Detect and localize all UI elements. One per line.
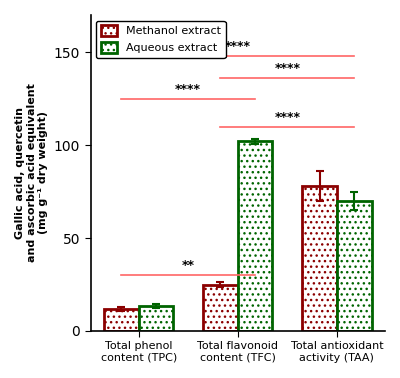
Bar: [139, 306, 173, 331]
Y-axis label: Gallic acid, quercetin
and ascorbic acid equivalent
(mg g⁻¹ dry weight): Gallic acid, quercetin and ascorbic acid…: [15, 84, 48, 262]
Text: ****: ****: [274, 111, 300, 124]
Text: ****: ****: [175, 83, 201, 96]
Text: **: **: [182, 259, 195, 273]
Legend: Methanol extract, Aqueous extract: Methanol extract, Aqueous extract: [96, 20, 226, 58]
Bar: [337, 201, 372, 331]
Bar: [104, 309, 139, 331]
Bar: [302, 186, 337, 331]
Bar: [238, 141, 272, 331]
Text: ****: ****: [274, 62, 300, 75]
Text: ****: ****: [225, 40, 251, 53]
Bar: [203, 285, 238, 331]
